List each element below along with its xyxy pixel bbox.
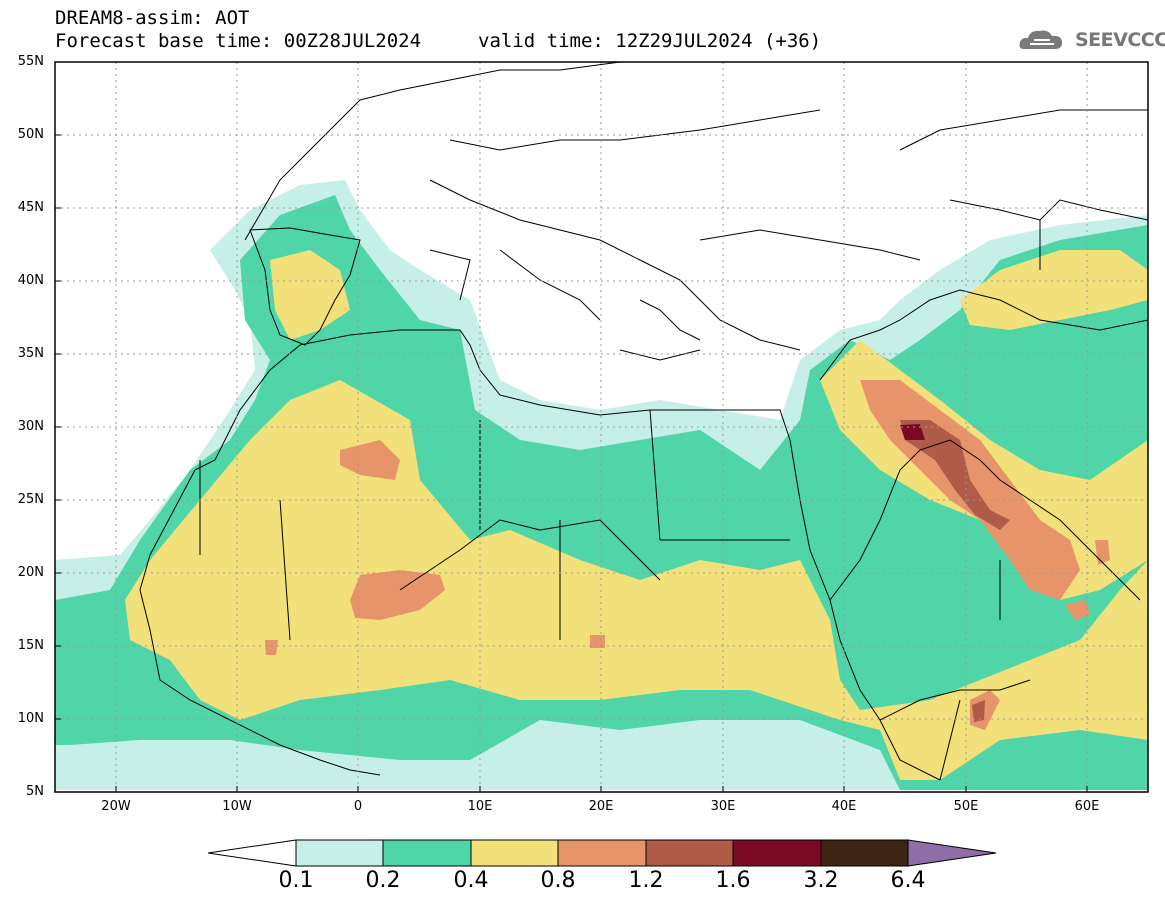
lat-label: 5N — [26, 784, 44, 799]
lon-label: 30E — [710, 799, 736, 814]
colorbar-bin — [732, 839, 822, 867]
map-title: DREAM8-assim: AOT — [55, 7, 250, 29]
colorbar-bin — [382, 839, 472, 867]
lon-label: 0 — [353, 799, 363, 814]
aot-shading — [55, 180, 1148, 790]
colorbar-label: 1.2 — [628, 868, 664, 893]
colorbar-label: 0.8 — [540, 868, 576, 893]
lon-label: 20W — [101, 799, 131, 814]
valid-time: valid time: 12Z29JUL2024 (+36) — [478, 30, 822, 52]
lat-label: 40N — [17, 273, 44, 288]
lat-label: 25N — [17, 492, 44, 507]
lon-label: 40E — [831, 799, 857, 814]
colorbar-label: 3.2 — [803, 868, 839, 893]
lat-label: 10N — [17, 711, 44, 726]
lat-label: 45N — [17, 200, 44, 215]
colorbar-bin — [820, 839, 909, 867]
colorbar-bin — [557, 839, 647, 867]
colorbar-bin — [645, 839, 734, 867]
colorbar-label: 6.4 — [890, 868, 926, 893]
lat-label: 20N — [17, 565, 44, 580]
colorbar-bin — [295, 839, 384, 867]
colorbar — [207, 839, 997, 867]
colorbar-label: 0.1 — [278, 868, 314, 893]
gridlines — [55, 62, 1148, 792]
colorbar-label: 0.4 — [453, 868, 489, 893]
cloud-logo-icon — [1019, 30, 1062, 49]
lat-label: 55N — [17, 54, 44, 69]
lon-label: 60E — [1074, 799, 1100, 814]
lat-label: 35N — [17, 346, 44, 361]
forecast-base-time: Forecast base time: 00Z28JUL2024 — [55, 30, 422, 52]
lon-label: 20E — [588, 799, 614, 814]
lat-label: 30N — [17, 419, 44, 434]
colorbar-bin — [470, 839, 559, 867]
colorbar-high-arrow — [907, 839, 997, 867]
lon-label: 10W — [222, 799, 252, 814]
colorbar-label: 0.2 — [365, 868, 401, 893]
axis-ticks — [55, 134, 1088, 792]
lon-label: 50E — [953, 799, 979, 814]
lat-label: 50N — [17, 127, 44, 142]
colorbar-low-arrow — [207, 839, 297, 867]
colorbar-label: 1.6 — [715, 868, 751, 893]
coastlines — [139, 62, 1148, 781]
logo-text: SEEVCCC — [1075, 29, 1165, 51]
lat-label: 15N — [17, 638, 44, 653]
lon-label: 10E — [467, 799, 493, 814]
